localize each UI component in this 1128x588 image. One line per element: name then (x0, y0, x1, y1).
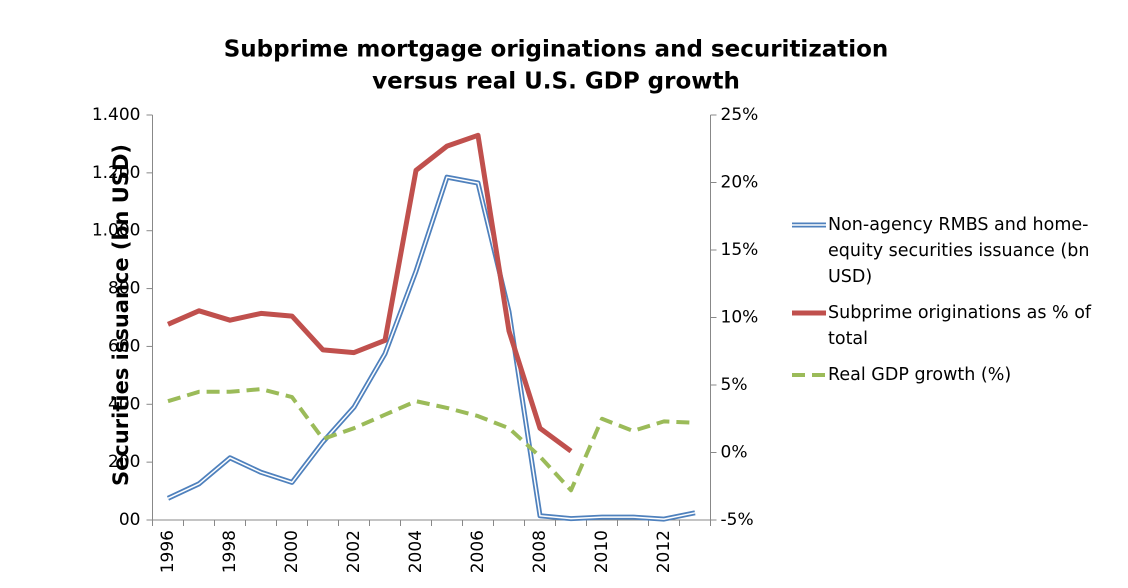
y-tick-label: 800 (108, 279, 140, 299)
y2-tick-label: -5% (721, 510, 754, 530)
y-tick-label: 600 (108, 336, 140, 356)
legend-entry: Subprime originations as % of total (790, 300, 1120, 352)
x-tick-label: 2010 (592, 530, 612, 573)
x-tick-label: 2000 (282, 530, 302, 573)
x-tick-label: 2002 (344, 530, 364, 573)
x-tick-label: 1998 (220, 530, 240, 573)
series-line (166, 174, 696, 522)
x-tick-label: 2012 (654, 530, 674, 573)
y2-tick-label: 20% (721, 173, 759, 193)
x-tick-label: 2006 (468, 530, 488, 573)
y2-tick-label: 10% (721, 308, 759, 328)
y2-tick-label: 5% (721, 375, 748, 395)
legend-label: Subprime originations as % of total (828, 303, 1092, 349)
legend-entry: Real GDP growth (%) (790, 362, 1120, 388)
series-line-inner (167, 176, 696, 520)
y-tick-label: 1.400 (92, 105, 141, 125)
y2-tick-label: 25% (721, 105, 759, 125)
legend-key (792, 310, 826, 316)
y2-tick-label: 15% (721, 240, 759, 260)
series-line (167, 387, 696, 493)
y-tick-label: 1.000 (92, 221, 141, 241)
y-tick-label: 1.200 (92, 163, 141, 183)
x-tick-label: 2004 (406, 530, 426, 573)
legend-label: Non-agency RMBS and home-equity securiti… (828, 215, 1090, 287)
chart-title: Subprime mortgage originations and secur… (224, 37, 889, 63)
legend-label: Real GDP growth (%) (828, 365, 1012, 385)
legend-key (792, 373, 826, 377)
series-line (167, 132, 573, 454)
legend-entry: Non-agency RMBS and home-equity securiti… (790, 212, 1120, 290)
x-tick-label: 2008 (530, 530, 550, 573)
legend: Non-agency RMBS and home-equity securiti… (790, 212, 1120, 398)
x-tick-label: 1996 (158, 530, 178, 573)
y-tick-label: 400 (108, 394, 140, 414)
y-tick-label: 200 (108, 452, 140, 472)
y2-tick-label: 0% (721, 443, 748, 463)
chart-title: versus real U.S. GDP growth (372, 69, 740, 95)
y-axis-label: Securities issuance (bn USD) (109, 144, 133, 486)
legend-key (792, 222, 826, 228)
y-tick-label: 00 (119, 510, 141, 530)
